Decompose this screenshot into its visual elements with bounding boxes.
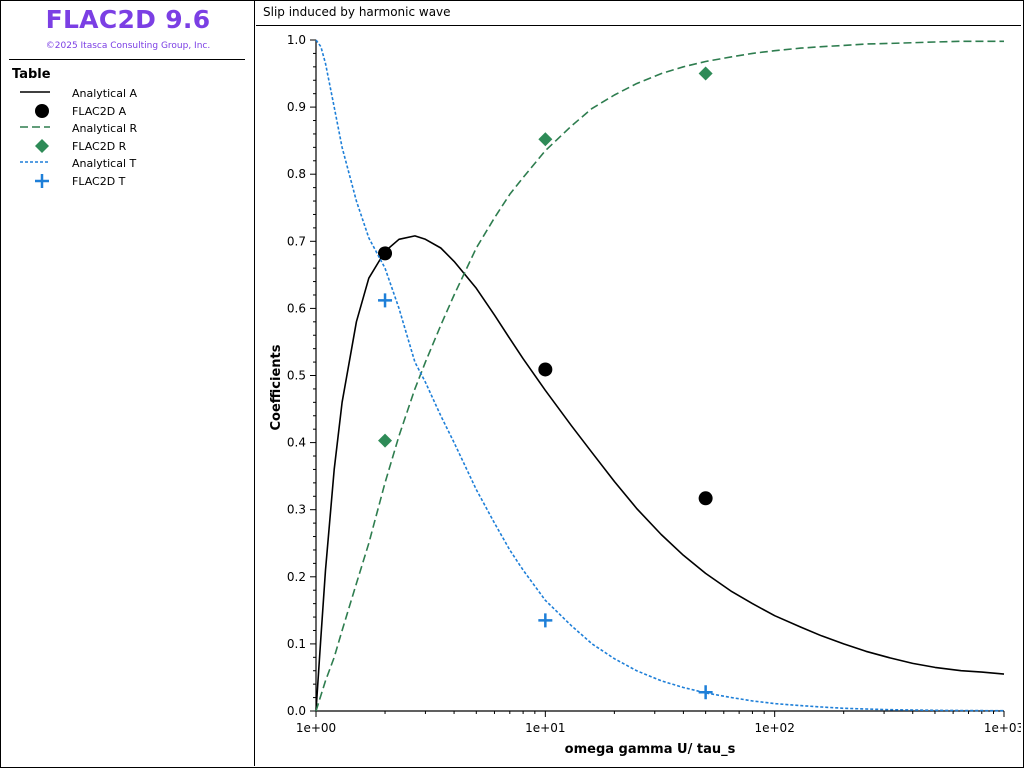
chart-plot: 0.0 0.1 0.2 0.3 0.4 0.5 0.6 0.7 0.8 0.9 1.0 1e+00 1e… [269,33,1021,757]
series-analytical-r [315,40,1004,712]
y-tick-label: 0.1 [287,637,306,651]
legend-item: FLAC2D A [17,103,237,120]
y-tick-label: 0.6 [287,301,306,315]
legend-marker-swatch [35,173,49,188]
y-tick-label: 0.2 [287,570,306,584]
x-tick-label: 1e+02 [754,721,794,735]
data-point [378,433,393,448]
legend-item: Analytical R [17,121,237,137]
y-tick-label: 0.5 [287,369,306,383]
x-axis-label: omega gamma U/ tau_s [565,742,736,757]
legend-item: Analytical T [17,156,237,172]
y-tick-label: 1.0 [287,33,306,47]
y-tick-label: 0.8 [287,167,306,181]
data-point [698,685,713,700]
legend-label: FLAC2D R [72,139,127,153]
axes: 0.0 0.1 0.2 0.3 0.4 0.5 0.6 0.7 0.8 0.9 1.0 1e+00 1e… [269,33,1021,757]
legend-label: Analytical A [72,87,138,100]
app-title: FLAC2D 9.6 [45,5,211,34]
y-tick-label: 0.9 [287,100,306,114]
legend-line-swatch [20,126,50,128]
copyright-text: ©2025 Itasca Consulting Group, Inc. [45,41,211,51]
legend-item: FLAC2D T [17,173,237,190]
legend-title: Table [12,67,51,82]
series-line [315,235,1005,712]
series-line [315,40,1004,712]
legend-line-swatch [20,91,50,93]
y-tick-label: 0.3 [287,503,306,517]
data-point [538,132,553,147]
data-point [538,362,553,377]
legend-marker [35,103,49,118]
legend-label: Analytical R [72,122,138,135]
legend-item: FLAC2D R [17,138,237,155]
sidebar: FLAC2D 9.6 ©2025 Itasca Consulting Group… [1,1,255,766]
legend-label: Analytical T [72,157,137,170]
data-point [538,613,553,628]
y-axis-label: Coefficients [269,344,284,430]
data-point [698,491,713,506]
legend-marker [35,173,49,188]
series-flac2d-a [378,246,713,506]
series-flac2d-t [378,293,713,700]
series-flac2d-r [378,66,713,448]
data-point [698,66,713,81]
legend-marker-swatch [35,103,49,118]
legend-line-swatch [20,161,50,163]
legend-item: Analytical A [17,86,237,102]
y-tick-label: 0.4 [287,436,306,450]
series-analytical-t [315,39,1005,712]
legend-marker-swatch [35,138,49,153]
legend-marker [35,138,49,153]
x-tick-label: 1e+00 [296,721,336,735]
data-point [378,293,393,308]
y-tick-label: 0.0 [287,704,306,718]
plot-title: Slip induced by harmonic wave [256,1,1021,26]
data-point [378,246,393,261]
y-tick-label: 0.7 [287,234,306,248]
sidebar-divider [9,59,245,60]
series-line [315,39,1005,712]
x-tick-label: 1e+03 [984,721,1021,735]
legend-label: FLAC2D T [72,174,126,188]
x-tick-label: 1e+01 [525,721,565,735]
series-analytical-a [315,235,1005,712]
legend-label: FLAC2D A [72,104,127,118]
